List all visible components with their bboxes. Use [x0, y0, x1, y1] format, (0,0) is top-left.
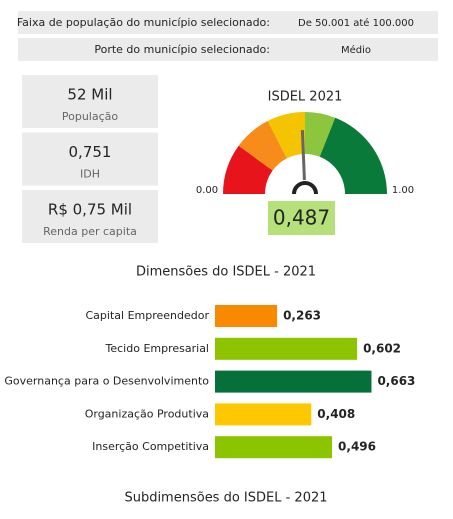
gauge-band [305, 112, 336, 157]
category-label: Capital Empreendedor [86, 309, 210, 322]
kpi-value: 52 Mil [67, 86, 112, 104]
gauge-title: ISDEL 2021 [268, 90, 343, 105]
info-row [18, 11, 438, 34]
category-label: Tecido Empresarial [105, 342, 209, 355]
value-label: 0,263 [283, 309, 321, 323]
bar [215, 337, 358, 360]
kpi-value: R$ 0,75 Mil [48, 201, 132, 219]
chart-title: Dimensões do ISDEL - 2021 [136, 265, 316, 280]
value-label: 0,408 [317, 407, 355, 421]
info-label: Porte do município selecionado: [94, 43, 270, 56]
value-label: 0,663 [377, 374, 415, 388]
category-label: Inserção Competitiva [92, 440, 209, 453]
gauge-value: 0,487 [273, 206, 330, 230]
info-row [18, 38, 438, 61]
bar [215, 403, 312, 426]
gauge-max: 1.00 [392, 185, 414, 196]
gauge-band [319, 117, 387, 194]
kpi-card [22, 75, 158, 128]
info-value: Médio [341, 44, 371, 56]
kpi-label: População [62, 110, 119, 123]
bar [215, 370, 372, 393]
kpi-card [22, 132, 158, 186]
kpi-value: 0,751 [69, 143, 112, 161]
section-title: Subdimensões do ISDEL - 2021 [124, 491, 327, 506]
info-label: Faixa de população do município selecion… [17, 16, 270, 29]
value-label: 0,602 [363, 341, 401, 355]
bar [215, 305, 278, 327]
gauge-value-box [268, 201, 335, 235]
gauge-band [223, 145, 273, 194]
bar [215, 436, 333, 459]
gauge-band [238, 120, 287, 171]
kpi-label: IDH [80, 168, 100, 181]
info-value: De 50.001 até 100.000 [298, 17, 414, 29]
category-label: Organização Produtiva [85, 407, 209, 420]
category-label: Governança para o Desenvolvimento [4, 375, 209, 388]
kpi-label: Renda per capita [43, 225, 137, 238]
value-label: 0,496 [338, 440, 376, 454]
gauge-min: 0.00 [196, 185, 218, 196]
gauge-band [267, 112, 305, 159]
gauge-hub [292, 181, 318, 195]
gauge-needle [300, 129, 306, 181]
kpi-card [22, 190, 158, 243]
